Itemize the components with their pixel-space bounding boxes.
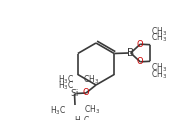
Text: H$_3$C: H$_3$C [50,104,66,117]
Text: H$_3$C: H$_3$C [58,80,74,93]
Text: H$_3$C: H$_3$C [58,73,74,86]
Text: B: B [127,48,134,58]
Text: CH$_3$: CH$_3$ [151,68,167,81]
Text: O: O [137,57,143,66]
Text: CH$_3$: CH$_3$ [151,25,167,38]
Text: O: O [137,40,143,49]
Text: CH$_3$: CH$_3$ [151,31,167,44]
Text: CH$_3$: CH$_3$ [83,73,99,86]
Text: CH$_3$: CH$_3$ [84,103,100,116]
Text: CH$_3$: CH$_3$ [151,62,167,74]
Text: Si: Si [70,89,79,98]
Text: H$_3$C: H$_3$C [74,114,90,120]
Text: O: O [83,88,89,97]
